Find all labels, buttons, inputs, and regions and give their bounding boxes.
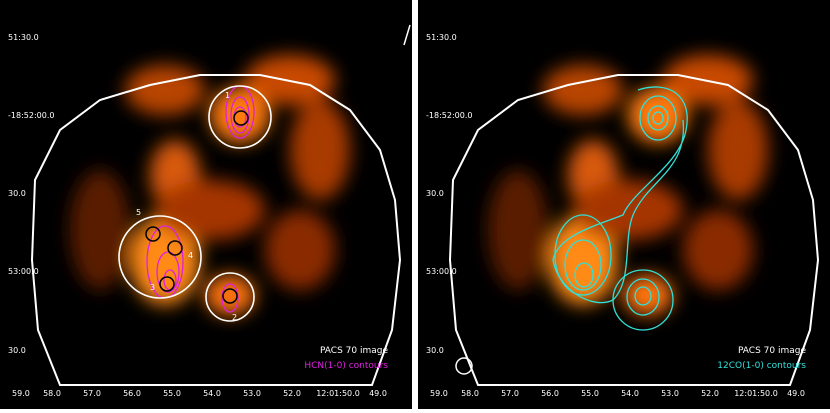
x-tick-label: 53.0	[661, 389, 679, 398]
x-tick-label: 55.0	[581, 389, 599, 398]
x-tick-label: 52.0	[701, 389, 719, 398]
x-tick-label: 49.0	[369, 389, 387, 398]
source-label: 4	[188, 251, 193, 260]
x-tick-label: 56.0	[123, 389, 141, 398]
x-tick-label: 57.0	[501, 389, 519, 398]
legend-text: PACS 70 image	[738, 346, 807, 356]
x-tick-label: 54.0	[621, 389, 639, 398]
x-tick-label: 53.0	[243, 389, 261, 398]
source-label: 2	[232, 313, 237, 322]
source-label: 3	[150, 283, 155, 292]
legend-text: HCN(1-0) contours	[304, 361, 388, 371]
source-label: 5	[136, 208, 141, 217]
y-tick-label: -18:52:00.0	[426, 111, 472, 120]
x-tick-label: 56.0	[541, 389, 559, 398]
x-tick-label: 49.0	[787, 389, 805, 398]
y-tick-label: 30.0	[426, 189, 444, 198]
y-tick-label: 30.0	[426, 346, 444, 355]
x-tick-label: 52.0	[283, 389, 301, 398]
source-label: 1	[225, 91, 230, 100]
x-tick-label: 58.0	[43, 389, 61, 398]
left-image	[31, 24, 411, 386]
x-tick-label: 54.0	[203, 389, 221, 398]
x-tick-label: 12:01:50.0	[316, 389, 360, 398]
y-tick-label: 51:30.0	[8, 33, 39, 42]
x-tick-label: 57.0	[83, 389, 101, 398]
x-tick-label: 12:01:50.0	[734, 389, 778, 398]
legend-text: PACS 70 image	[320, 346, 389, 356]
y-tick-label: 30.0	[8, 346, 26, 355]
y-tick-label: 53:00.0	[8, 267, 39, 276]
x-tick-label: 58.0	[461, 389, 479, 398]
y-tick-label: 51:30.0	[426, 33, 457, 42]
x-tick-label: 59.0	[12, 389, 30, 398]
x-tick-label: 59.0	[430, 389, 448, 398]
y-tick-label: -18:52:00.0	[8, 111, 54, 120]
y-tick-label: 30.0	[8, 189, 26, 198]
legend-text: 12CO(1-0) contours	[717, 361, 806, 371]
y-tick-label: 53:00.0	[426, 267, 457, 276]
right-image	[449, 55, 819, 386]
x-tick-label: 55.0	[163, 389, 181, 398]
